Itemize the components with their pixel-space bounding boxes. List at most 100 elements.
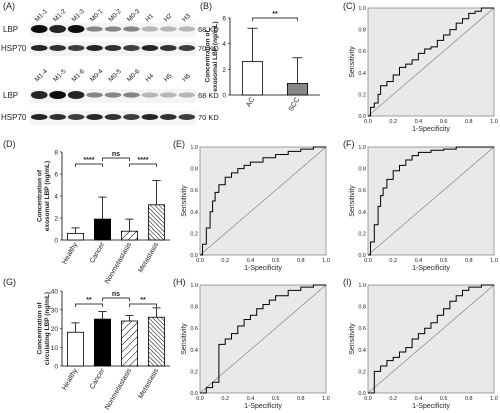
panel-label-g: (G) — [3, 277, 16, 287]
x-tick-label: 0.4 — [247, 396, 255, 402]
category-label: Metastasis — [137, 241, 160, 274]
y-tick-label: 0.8 — [190, 305, 198, 311]
x-tick-label: 0.0 — [364, 119, 372, 125]
y-tick-label: 6 — [54, 172, 58, 179]
lane-label: M1-4 — [34, 68, 50, 84]
x-tick-label: 0.0 — [196, 258, 204, 264]
lbp-band — [104, 92, 122, 98]
panel-label-i: (I) — [343, 277, 352, 287]
significance-bracket — [75, 303, 103, 307]
x-tick-label: 0.4 — [415, 258, 423, 264]
hsp70-band — [160, 45, 177, 51]
significance-label: ns — [112, 151, 120, 158]
x-axis-label: 1-Specificity — [244, 265, 282, 272]
hsp70-band — [141, 114, 159, 120]
hsp70-band — [67, 45, 85, 51]
row-label-lbp: LBP — [3, 91, 18, 100]
y-tick-label: 0.0 — [358, 391, 366, 397]
y-tick-label: 0.8 — [358, 167, 366, 173]
x-tick-label: 0.4 — [415, 396, 423, 402]
x-tick-label: 0.8 — [465, 258, 473, 264]
y-tick-label: 0.4 — [358, 71, 366, 77]
bar — [67, 331, 85, 367]
lbp-band — [123, 92, 140, 98]
x-tick-label: 0.6 — [440, 258, 448, 264]
y-tick-label: 0.0 — [358, 114, 366, 120]
x-tick-label: 0.8 — [297, 258, 305, 264]
bar — [67, 232, 85, 241]
y-axis-label-line: Concentration of — [37, 169, 44, 222]
hsp70-band — [67, 114, 85, 120]
x-axis-label: 1-Specificity — [412, 403, 450, 410]
roc-chart-e: 0.00.0 0.2 0.2 0.4 0.4 0.6 0.6 0.8 0.8 1.0 1.0 1-Sp… — [181, 145, 330, 272]
lane-label: H2 — [163, 12, 174, 23]
y-tick-label: 10 — [51, 345, 59, 352]
lbp-band — [49, 25, 66, 33]
lbp-band — [160, 92, 177, 98]
x-tick-label: 0.4 — [415, 119, 423, 125]
significance-label: ** — [140, 297, 146, 304]
y-tick-label: 0.4 — [190, 210, 198, 216]
hsp70-band — [30, 45, 48, 51]
lane-label: H5 — [163, 72, 174, 83]
lbp-band — [160, 26, 177, 32]
lane-label: H1 — [144, 12, 155, 23]
y-axis-label: Sensitivity — [181, 185, 188, 217]
y-tick-label: 6 — [222, 16, 226, 23]
y-tick-label: 1.0 — [190, 145, 198, 151]
x-tick-label: 0.0 — [364, 396, 372, 402]
lbp-band — [141, 92, 159, 98]
category-label: Healthy — [61, 367, 79, 391]
lbp-band — [30, 91, 48, 99]
x-tick-label: 1.0 — [322, 396, 330, 402]
hsp70-band — [123, 114, 140, 120]
lane-label: M1-3 — [71, 8, 87, 24]
roc-curve — [200, 146, 326, 256]
panel-label-c: (C) — [343, 1, 356, 11]
bar — [121, 320, 139, 367]
panel-label-b: (B) — [200, 1, 212, 11]
lane-label: M0-6 — [126, 68, 142, 84]
hsp70-band — [86, 114, 103, 120]
y-tick-label: 2 — [54, 216, 58, 223]
y-axis-label-line: Concentration of — [205, 30, 212, 83]
bar — [94, 218, 112, 241]
hsp70-band — [104, 45, 122, 51]
x-axis-label: 1-Specificity — [244, 403, 282, 410]
bar — [121, 230, 139, 241]
reference-diagonal — [367, 284, 495, 394]
lbp-band — [178, 92, 196, 98]
y-tick-label: 0.0 — [358, 253, 366, 259]
y-axis-label-line: exosomal LBP (ng/mL) — [212, 21, 219, 91]
lane-label: M0-4 — [89, 68, 105, 84]
significance-label: **** — [84, 157, 95, 164]
y-tick-label: 0.6 — [358, 49, 366, 55]
roc-chart-c: 0.00.0 0.2 0.2 0.4 0.4 0.6 0.6 0.8 0.8 1.0 1.0 1-Sp… — [349, 6, 498, 133]
category-label: Metastasis — [137, 367, 160, 400]
x-tick-label: 0.0 — [364, 258, 372, 264]
row-label-lbp: LBP — [3, 25, 18, 34]
hsp70-band — [49, 114, 66, 120]
x-axis-label: 1-Specificity — [412, 265, 450, 272]
category-label: Nonmetastasis — [104, 241, 133, 285]
y-tick-label: 0.6 — [358, 326, 366, 332]
hsp70-band — [141, 45, 159, 51]
y-axis-label-line: exosomal LBP (ng/mL) — [44, 161, 51, 231]
reference-diagonal — [199, 284, 327, 394]
hsp70-band — [123, 45, 140, 51]
size-label-68kd: 68 KD — [198, 25, 219, 34]
category-label: Nonmetastasis — [104, 367, 133, 411]
x-tick-label: 0.6 — [272, 258, 280, 264]
western-blot: M1-1 M1-2 M1-3 M0-1 M0-2 M0-3 H1 H2 H3 LBP HSP70 68… — [1, 8, 219, 125]
lane-label: H6 — [181, 72, 192, 83]
y-tick-label: 0.2 — [358, 231, 366, 237]
y-tick-label: 0.2 — [358, 369, 366, 375]
roc-chart-f: 0.00.0 0.2 0.2 0.4 0.4 0.6 0.6 0.8 0.8 1.0 1.0 1-Sp… — [349, 145, 498, 272]
y-tick-label: 1.0 — [190, 283, 198, 289]
row-label-hsp70: HSP70 — [1, 113, 27, 122]
significance-label: ns — [112, 291, 120, 298]
category-label: Healthy — [61, 241, 79, 265]
hsp70-band — [86, 45, 103, 51]
significance-label: **** — [138, 157, 149, 164]
